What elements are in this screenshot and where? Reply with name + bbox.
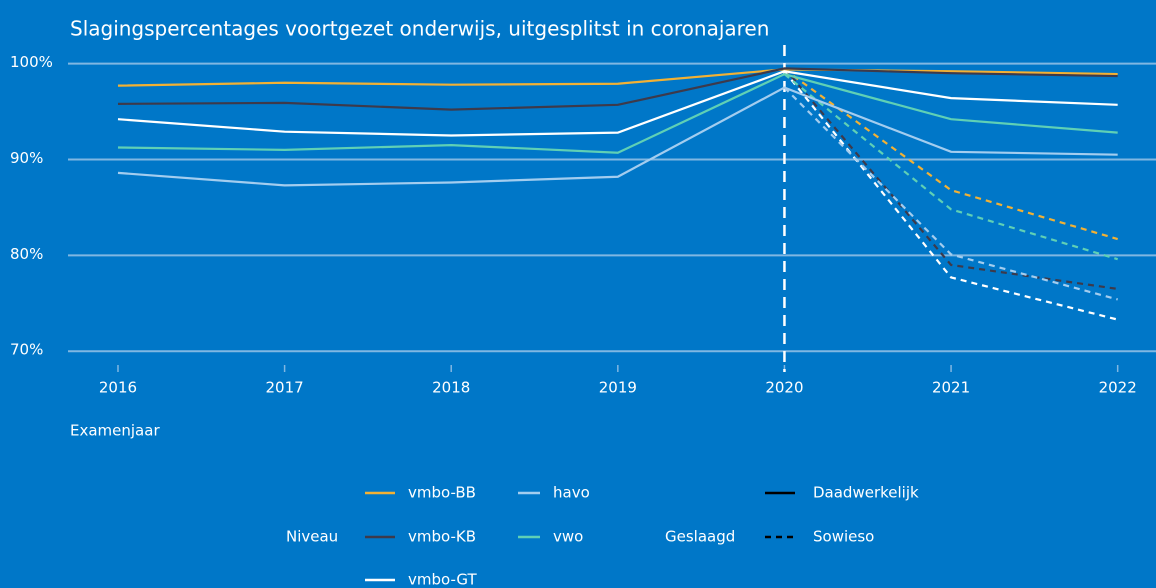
series-line (783, 70, 1118, 321)
x-tick-label: 2018 (432, 379, 470, 397)
x-axis-label: Examenjaar (70, 422, 160, 440)
y-tick-label: 80% (10, 245, 43, 263)
x-tick-label: 2022 (1099, 379, 1137, 397)
legend-title: Geslaagd (665, 528, 735, 546)
series-line (117, 70, 1118, 137)
legend-label: havo (553, 484, 590, 502)
legend-label: Sowieso (813, 528, 874, 546)
x-tick-label: 2016 (99, 379, 137, 397)
series-line (783, 86, 1118, 301)
legend-title: Niveau (286, 528, 338, 546)
y-tick-label: 70% (10, 341, 43, 359)
y-tick-label: 100% (10, 53, 53, 71)
y-tick-label: 90% (10, 149, 43, 167)
legend-label: vwo (553, 528, 583, 546)
legend-label: vmbo-BB (408, 484, 476, 502)
legend-label: vmbo-GT (408, 571, 478, 588)
legend-label: Daadwerkelijk (813, 484, 919, 502)
legend-label: vmbo-KB (408, 528, 476, 546)
series-line (783, 73, 1118, 261)
x-tick-label: 2017 (266, 379, 304, 397)
x-tick-label: 2019 (599, 379, 637, 397)
series-line (117, 72, 1118, 154)
series-line (117, 86, 1118, 187)
x-tick-label: 2020 (765, 379, 803, 397)
chart-title: Slagingspercentages voortgezet onderwijs… (70, 17, 769, 41)
series-line (783, 67, 1118, 291)
series-line (117, 67, 1118, 111)
x-tick-label: 2021 (932, 379, 970, 397)
series-line (117, 68, 1118, 87)
